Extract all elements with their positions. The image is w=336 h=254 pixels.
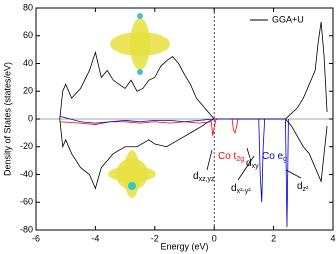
annotation: dxy [246, 158, 259, 170]
annotation: dxz,yz [193, 171, 215, 183]
x-axis-label: Energy (eV) [160, 241, 208, 251]
dos-line [59, 118, 328, 190]
x-tick-label: -6 [32, 233, 40, 243]
y-axis-label: Density of States (states/eV) [2, 62, 12, 176]
y-tick-label: 0 [28, 113, 33, 123]
dos-line [59, 21, 328, 120]
annotation-text: Co t [218, 151, 237, 162]
annotation-sub: x²-y² [237, 188, 252, 195]
y-tick-label: -80 [20, 224, 33, 234]
plot-frame [35, 7, 334, 231]
x-tick-label: 4 [330, 233, 335, 243]
x-tick-label: 2 [271, 233, 276, 243]
y-tick-label: -40 [20, 169, 33, 179]
legend-label: GGA+U [272, 14, 304, 24]
annotation-text: Co e [262, 151, 284, 162]
x-tick-label: 0 [212, 233, 217, 243]
annotation-sub: z² [303, 186, 310, 193]
arrows [206, 147, 302, 181]
annotation: dz² [297, 181, 309, 193]
annotation-text: d [246, 158, 252, 169]
annotation-sub: g [283, 156, 287, 163]
annotation-sub: xz,yz [199, 176, 215, 183]
annotation-text: d [297, 181, 303, 192]
annotation-text: d [231, 183, 237, 194]
y-tick-label: 80 [23, 2, 33, 12]
annotation-text: d [193, 171, 199, 182]
y-tick-label: 60 [23, 30, 33, 40]
dos-line [59, 115, 289, 228]
annotation-sub: 2g [236, 156, 244, 163]
annotation: dx²-y² [231, 183, 251, 195]
dos-line [59, 118, 239, 136]
x-tick-label: -4 [91, 233, 99, 243]
y-tick-label: 20 [23, 86, 33, 96]
structure-inset [108, 13, 170, 198]
y-tick-label: 40 [23, 58, 33, 68]
y-tick-label: -60 [20, 197, 33, 207]
annotation-sub: xy [252, 163, 260, 170]
annotation: Co eg [262, 151, 287, 163]
y-tick-label: -20 [20, 141, 33, 151]
annotation: Co t2g [218, 151, 244, 163]
x-tick-label: -2 [151, 233, 159, 243]
